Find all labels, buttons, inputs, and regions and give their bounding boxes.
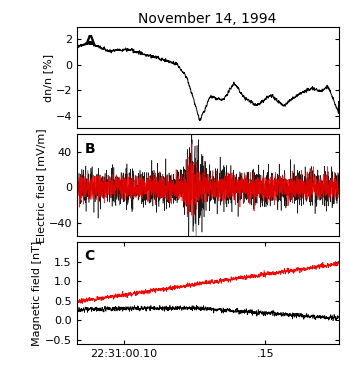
Y-axis label: Electric field [mV/m]: Electric field [mV/m]	[36, 128, 46, 243]
Text: B: B	[85, 142, 95, 155]
Text: A: A	[85, 34, 95, 48]
Title: November 14, 1994: November 14, 1994	[139, 11, 277, 26]
Text: C: C	[85, 249, 95, 263]
Y-axis label: dn/n [%]: dn/n [%]	[43, 53, 53, 102]
Y-axis label: Magnetic field [nT]: Magnetic field [nT]	[32, 240, 42, 346]
